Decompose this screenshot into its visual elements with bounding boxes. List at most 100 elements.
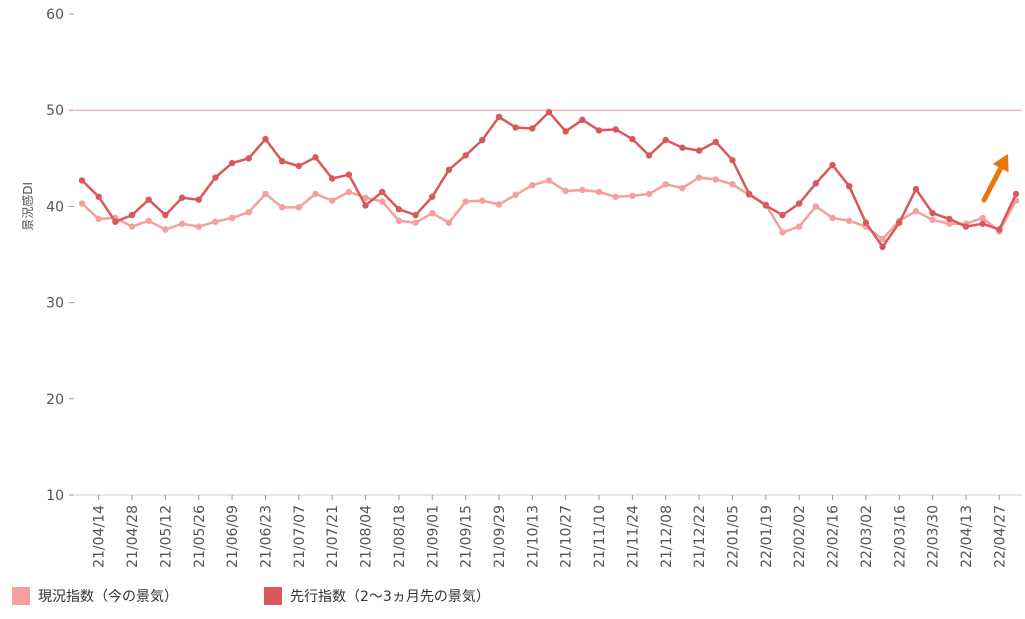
data-point [495,201,503,208]
data-point [695,147,703,154]
data-point [479,197,486,204]
data-point [412,219,419,226]
data-point [462,152,469,159]
data-point [545,108,553,116]
data-point [979,214,986,222]
data-point [612,126,619,133]
x-tick-label: 21/09/29 [492,505,508,568]
data-point [295,204,303,211]
x-tick-label: 22/02/16 [826,505,842,568]
data-point [562,187,569,195]
x-tick-label: 21/04/14 [92,505,108,568]
x-tick-label: 21/11/24 [625,505,641,568]
data-point [429,209,436,217]
data-point [645,152,653,159]
legend-item-leading[interactable]: 先行指数（2〜3ヵ月先の景気） [264,586,490,606]
data-point [512,191,519,199]
data-point [712,176,719,183]
data-point [328,197,336,204]
x-tick-label: 22/01/05 [725,505,741,568]
data-point [645,190,653,198]
data-point [228,159,236,167]
data-point [112,218,119,225]
data-point [512,124,519,131]
legend-item-current[interactable]: 現況指数（今の景気） [12,586,178,606]
data-point [262,190,269,198]
data-point [278,157,286,165]
x-tick-label: 22/04/27 [992,505,1008,568]
x-tick-label: 21/05/26 [192,505,208,568]
x-tick-label: 21/06/09 [225,505,241,568]
data-point [212,218,219,225]
y-axis-title: 景況感DI [20,182,35,231]
data-point [662,181,669,188]
x-tick-label: 21/12/22 [692,505,708,568]
data-point [579,186,586,194]
data-point [695,174,703,181]
data-point [879,235,886,243]
data-point [595,127,603,134]
y-tick-label: 50 [46,103,64,119]
x-tick-label: 21/07/21 [325,505,341,568]
data-point [162,211,169,219]
y-tick-label: 10 [46,488,64,504]
data-point [979,220,986,227]
data-point [595,188,603,196]
x-tick-label: 21/10/27 [559,505,575,568]
data-point [562,128,569,135]
data-point [929,209,936,217]
data-point [712,138,719,146]
data-point [812,203,820,210]
legend: 現況指数（今の景気） 先行指数（2〜3ヵ月先の景気） [12,586,576,606]
x-tick-label: 22/03/16 [892,505,908,568]
legend-swatch-leading [264,587,282,605]
legend-swatch-current [12,587,30,605]
data-point [629,192,636,200]
data-point [662,136,669,144]
arrow-head [992,154,1009,173]
data-point [795,223,803,230]
trend-arrow-icon [981,154,1009,203]
data-point [345,188,353,196]
series-0 [78,174,1020,243]
chart-axes: 10 20 30 40 50 60 景況感DI 21/04/14 21/04/28 21/05/1… [20,7,1022,568]
data-point [162,226,169,233]
data-point [445,219,453,226]
data-point [729,181,736,188]
data-point [779,229,786,236]
data-point [679,184,686,192]
data-point [946,220,953,227]
legend-label-current: 現況指数（今の景気） [38,589,178,605]
data-point [178,194,186,201]
y-tick-label: 60 [46,7,64,23]
data-point [545,177,553,184]
data-point [445,166,453,174]
data-point [629,135,636,143]
x-tick-label: 21/05/12 [158,505,174,568]
data-point [862,219,870,226]
data-point [245,155,252,162]
x-tick-label: 22/02/02 [792,505,808,568]
data-point [795,200,803,207]
data-point [245,208,252,216]
x-tick-label: 21/11/10 [592,505,608,568]
data-point [1012,190,1020,198]
data-point [145,196,152,203]
data-point [929,216,936,224]
series-line [81,176,1018,241]
data-point [912,185,920,193]
x-tick-label: 21/09/15 [459,505,475,568]
x-tick-label: 21/08/04 [359,505,375,568]
series-1 [78,108,1020,251]
data-point [228,214,236,222]
data-point [278,204,286,211]
data-point [679,144,686,151]
x-tick-label: 21/10/13 [525,505,541,568]
data-point [212,174,219,181]
x-tick-label: 22/03/30 [926,505,942,568]
data-point [529,125,536,132]
x-tick-label: 21/04/28 [125,505,141,568]
x-tick-label: 21/09/01 [425,505,441,568]
data-point [312,190,319,198]
y-tick-label: 40 [46,199,64,215]
